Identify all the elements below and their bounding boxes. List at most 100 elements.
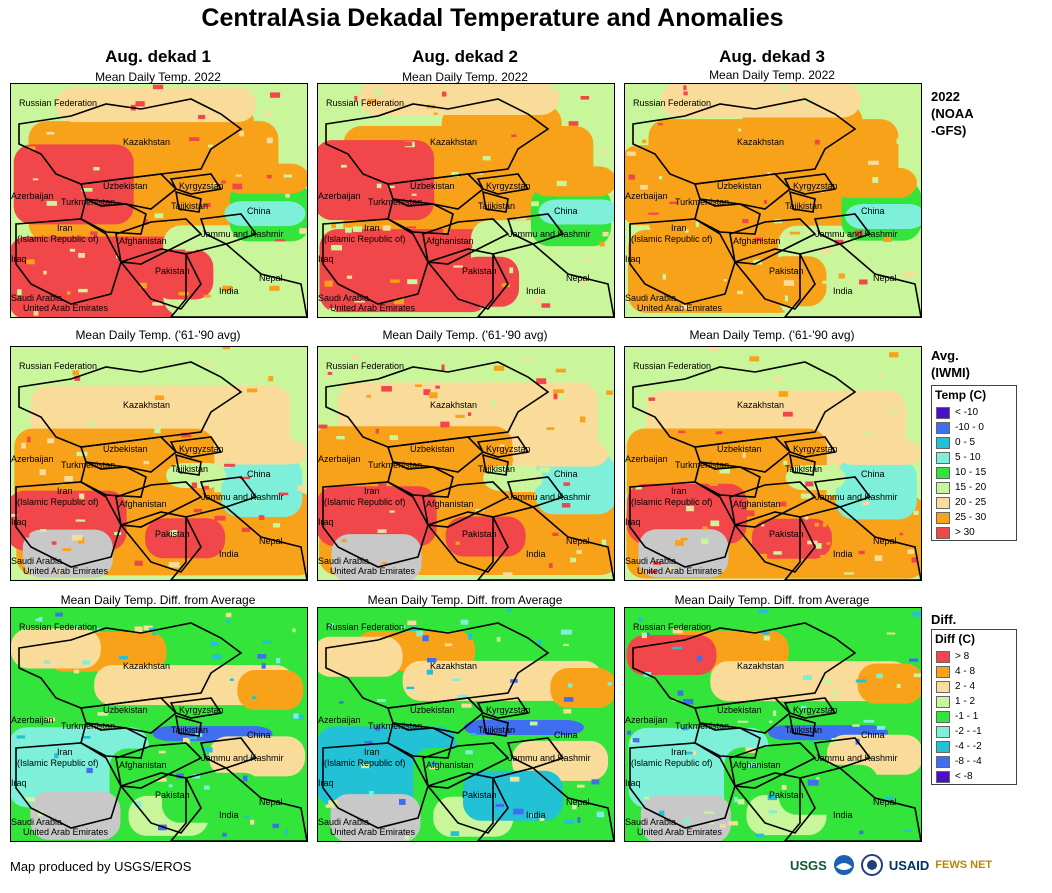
raster-speckle bbox=[152, 632, 157, 636]
raster-speckle bbox=[563, 697, 574, 702]
raster-region bbox=[56, 87, 257, 123]
map-panel-diff-dekad-2: Russian Federation Kazakhstan Uzbekistan Ky… bbox=[317, 607, 615, 842]
map-label-azerbaijan: Azerbaijan bbox=[625, 191, 668, 201]
raster-speckle bbox=[224, 463, 235, 467]
raster-speckle bbox=[76, 451, 88, 457]
raster-speckle bbox=[777, 491, 782, 497]
raster-speckle bbox=[450, 831, 460, 836]
diff-legend-item: < -8 bbox=[932, 769, 1016, 784]
raster-speckle bbox=[811, 663, 821, 667]
map-label-china: China bbox=[861, 730, 885, 740]
raster-speckle bbox=[570, 557, 576, 563]
raster-speckle bbox=[889, 352, 899, 358]
map-label-russia: Russian Federation bbox=[19, 361, 98, 371]
diff-legend-label: > 8 bbox=[955, 651, 970, 662]
temp-legend-item: 0 - 5 bbox=[932, 435, 1016, 450]
raster-speckle bbox=[416, 630, 424, 637]
map-label-uae: United Arab Emirates bbox=[23, 827, 109, 837]
raster-speckle bbox=[155, 395, 164, 400]
raster-speckle bbox=[912, 612, 921, 617]
map-label-kyrgyzstan: Kyrgyzstan bbox=[793, 181, 838, 191]
raster-speckle bbox=[598, 150, 610, 153]
map-raster bbox=[625, 347, 921, 580]
raster-speckle bbox=[831, 690, 838, 695]
map-label-iraq: Iraq bbox=[11, 778, 27, 788]
raster-speckle bbox=[71, 534, 83, 541]
country-border bbox=[79, 697, 178, 734]
raster-speckle bbox=[183, 737, 191, 744]
map-panel-diff-dekad-1: Russian Federation Kazakhstan Uzbekistan Ky… bbox=[10, 607, 308, 842]
raster-speckle bbox=[274, 450, 284, 455]
raster-speckle bbox=[11, 514, 18, 517]
raster-speckle bbox=[783, 280, 795, 286]
raster-speckle bbox=[27, 436, 31, 443]
raster-speckle bbox=[152, 84, 164, 90]
raster-speckle bbox=[110, 285, 120, 291]
country-border bbox=[426, 772, 509, 834]
map-label-kyrgyzstan: Kyrgyzstan bbox=[179, 444, 224, 454]
raster-speckle bbox=[440, 156, 446, 159]
raster-speckle bbox=[193, 508, 203, 513]
map-label-kazakhstan: Kazakhstan bbox=[430, 400, 478, 410]
country-border bbox=[783, 767, 921, 841]
raster-speckle bbox=[74, 376, 81, 381]
raster-speckle bbox=[539, 817, 545, 821]
raster-region bbox=[660, 84, 861, 118]
raster-speckle bbox=[154, 427, 161, 434]
map-label-saudi: Saudi Arabia bbox=[318, 556, 370, 566]
raster-speckle bbox=[482, 156, 491, 161]
raster-speckle bbox=[203, 362, 211, 365]
raster-speckle bbox=[253, 159, 258, 163]
raster-speckle bbox=[28, 146, 36, 151]
raster-speckle bbox=[911, 557, 919, 563]
country-border bbox=[629, 218, 736, 305]
map-label-iran2: (Islamic Republic of) bbox=[631, 497, 713, 507]
raster-speckle bbox=[783, 411, 793, 417]
country-border bbox=[322, 481, 429, 568]
map-label-pakistan: Pakistan bbox=[155, 529, 190, 539]
country-border bbox=[733, 511, 816, 573]
raster-region bbox=[522, 441, 609, 467]
raster-region bbox=[13, 144, 134, 225]
map-label-azerbaijan: Azerbaijan bbox=[318, 454, 361, 464]
raster-speckle bbox=[546, 427, 555, 430]
diff-legend-swatch bbox=[936, 665, 950, 678]
raster-region bbox=[785, 465, 846, 491]
map-label-azerbaijan: Azerbaijan bbox=[318, 715, 361, 725]
raster-speckle bbox=[249, 380, 260, 384]
raster-speckle bbox=[642, 139, 647, 144]
country-border bbox=[426, 511, 509, 573]
raster-speckle bbox=[51, 541, 57, 545]
panel-subtitle: Mean Daily Temp. ('61-'90 avg) bbox=[689, 328, 855, 342]
raster-speckle bbox=[884, 796, 894, 801]
raster-speckle bbox=[17, 289, 22, 296]
map-label-jammu: Jammu and Kashmir bbox=[815, 492, 898, 502]
raster-speckle bbox=[75, 519, 86, 522]
raster-speckle bbox=[883, 236, 892, 242]
raster-speckle bbox=[88, 420, 95, 425]
raster-speckle bbox=[789, 231, 800, 235]
raster-speckle bbox=[635, 485, 642, 490]
row-label-line: Diff. bbox=[931, 612, 957, 627]
map-label-russia: Russian Federation bbox=[326, 361, 405, 371]
raster-speckle bbox=[273, 523, 281, 528]
temp-legend-swatch bbox=[936, 496, 950, 509]
map-label-azerbaijan: Azerbaijan bbox=[11, 454, 54, 464]
raster-speckle bbox=[211, 654, 222, 660]
raster-speckle bbox=[758, 553, 768, 559]
raster-speckle bbox=[266, 137, 273, 144]
map-label-nepal: Nepal bbox=[259, 797, 283, 807]
raster-speckle bbox=[805, 481, 814, 487]
raster-speckle bbox=[526, 801, 535, 808]
raster-speckle bbox=[803, 675, 812, 680]
country-border bbox=[506, 737, 565, 769]
map-raster bbox=[318, 84, 614, 317]
map-label-china: China bbox=[554, 469, 578, 479]
raster-speckle bbox=[675, 540, 684, 546]
raster-speckle bbox=[469, 678, 476, 681]
raster-speckle bbox=[763, 635, 770, 641]
raster-speckle bbox=[872, 177, 879, 183]
raster-speckle bbox=[734, 796, 738, 803]
raster-speckle bbox=[606, 390, 613, 395]
raster-speckle bbox=[882, 270, 893, 276]
